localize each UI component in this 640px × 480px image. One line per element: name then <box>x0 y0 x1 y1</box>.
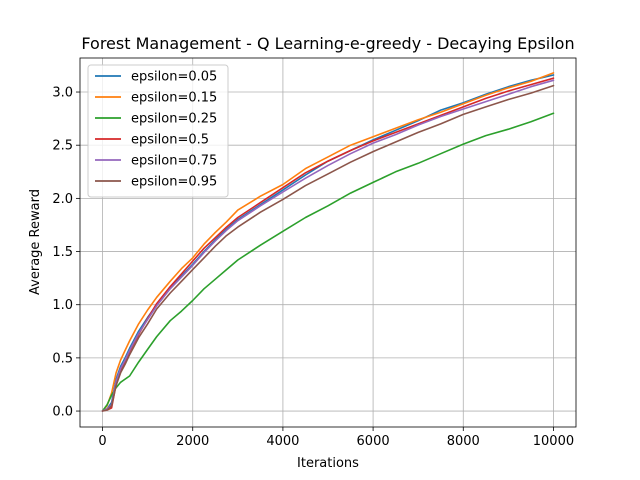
plot-frame <box>79 57 577 428</box>
series-lines <box>101 72 555 412</box>
x-tick-label: 0 <box>98 434 106 449</box>
y-tick-label: 2.5 <box>52 139 73 154</box>
legend-label: epsilon=0.5 <box>131 133 209 148</box>
y-tick-label: 3.0 <box>52 86 73 101</box>
x-tick-label: 6000 <box>357 434 390 449</box>
legend-label: epsilon=0.25 <box>131 112 217 127</box>
y-tick-label: 0.5 <box>52 351 73 366</box>
legend: epsilon=0.05 epsilon=0.15 epsilon=0.25 epsi… <box>87 64 229 198</box>
series-line <box>101 72 555 412</box>
x-axis: 0 2000 4000 6000 8000 10000 <box>98 427 574 449</box>
legend-label: epsilon=0.15 <box>131 91 217 106</box>
y-tick-label: 1.0 <box>52 298 73 313</box>
series-line <box>101 112 555 412</box>
legend-box <box>87 64 229 198</box>
y-tick-label: 1.5 <box>52 245 73 260</box>
series-line <box>101 84 555 412</box>
y-tick-label: 2.0 <box>52 192 73 207</box>
series-line <box>101 74 555 412</box>
x-tick-label: 4000 <box>266 434 299 449</box>
legend-label: epsilon=0.95 <box>131 175 217 190</box>
x-tick-label: 8000 <box>447 434 480 449</box>
x-tick-label: 2000 <box>176 434 209 449</box>
x-tick-label: 10000 <box>533 434 574 449</box>
series-line <box>101 79 555 412</box>
legend-label: epsilon=0.75 <box>131 154 217 169</box>
y-axis: 0.0 0.5 1.0 1.5 2.0 2.5 3.0 <box>52 86 80 420</box>
y-tick-label: 0.0 <box>52 405 73 420</box>
chart-title: Forest Management - Q Learning-e-greedy … <box>81 34 574 53</box>
legend-label: epsilon=0.05 <box>131 70 217 85</box>
x-axis-label: Iterations <box>297 456 359 471</box>
y-axis-label: Average Reward <box>28 189 43 295</box>
